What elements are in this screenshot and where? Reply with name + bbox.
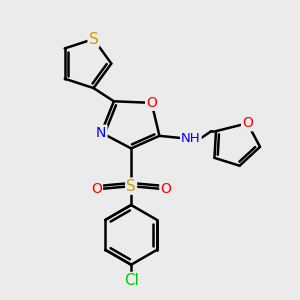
Text: O: O (146, 96, 157, 110)
Text: NH: NH (181, 133, 201, 146)
Text: O: O (242, 116, 253, 130)
Text: S: S (126, 178, 136, 194)
Text: O: O (91, 182, 102, 196)
Text: O: O (160, 182, 171, 196)
Text: S: S (89, 32, 98, 46)
Text: N: N (96, 126, 106, 140)
Text: Cl: Cl (124, 273, 139, 288)
